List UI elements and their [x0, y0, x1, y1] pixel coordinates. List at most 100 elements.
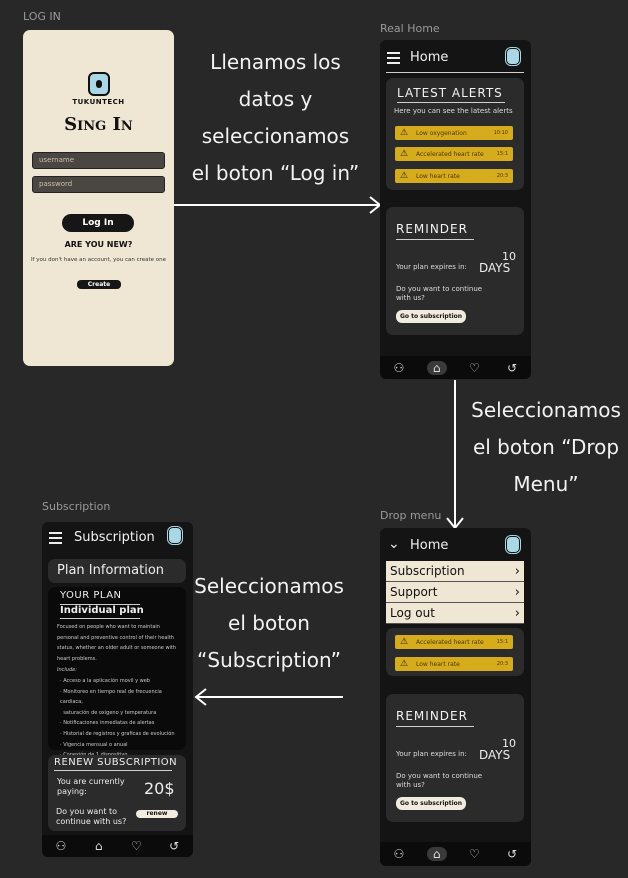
feature-item: saturación de oxigeno y temperatura	[60, 708, 186, 719]
caption-dropmenu-step: Seleccionamos el boton “Drop Menu”	[466, 392, 626, 503]
password-field[interactable]: password	[32, 176, 165, 193]
profile-heart-icon[interactable]: ⚇	[55, 839, 67, 853]
frame-label-login: LOG IN	[23, 10, 61, 23]
sign-in-title: Sing In	[64, 114, 133, 135]
menu-item-logout[interactable]: Log out ›	[386, 603, 524, 624]
menu-icon[interactable]	[49, 532, 62, 547]
alert-item[interactable]: ⚠ Accelerated heart rate 15:1	[395, 147, 513, 161]
heart-pulse-icon[interactable]: ♡	[468, 847, 480, 861]
bottom-nav: ⚇ ⌂ ♡ ↺	[380, 356, 531, 379]
alert-label: Accelerated heart rate	[416, 638, 484, 646]
reminder-card: REMINDER Your plan expires in: 10 DAYS D…	[386, 207, 524, 335]
reminder-title: REMINDER	[396, 709, 468, 723]
alert-item[interactable]: ⚠ Low heart rate 20:3	[395, 657, 513, 671]
heart-pulse-icon[interactable]: ♡	[130, 839, 142, 853]
chevron-right-icon: ›	[514, 585, 520, 600]
home-icon[interactable]: ⌂	[94, 839, 103, 853]
reminder-underline	[396, 239, 474, 240]
history-icon[interactable]: ↺	[507, 847, 518, 861]
drop-menu: Subscription › Support › Log out ›	[386, 561, 524, 624]
alert-time: 15:1	[496, 151, 508, 157]
profile-heart-icon[interactable]: ⚇	[393, 360, 405, 375]
alert-time: 20:3	[496, 173, 508, 179]
caption-login-step: Llenamos los datos y seleccionamos el bo…	[188, 44, 363, 192]
create-button[interactable]: Create	[77, 280, 121, 289]
app-logo-icon	[506, 536, 520, 553]
create-account-hint: If you don't have an account, you can cr…	[30, 257, 167, 263]
feature-list: · Acceso a la aplicación movil y web · M…	[60, 676, 186, 761]
home-icon[interactable]: ⌂	[426, 847, 447, 861]
frame-label-subscription: Subscription	[42, 500, 111, 513]
plan-card: YOUR PLAN Individual plan Focused on peo…	[48, 587, 186, 758]
continue-question: Do you want to continue with us?	[56, 807, 127, 826]
menu-label: Support	[390, 585, 438, 599]
chevron-right-icon: ›	[514, 606, 520, 621]
bottom-nav: ⚇ ⌂ ♡ ↺	[380, 842, 531, 866]
caption-line: Menu”	[513, 472, 579, 496]
days-label: DAYS	[479, 748, 511, 762]
app-logo-icon	[506, 48, 520, 65]
home-icon[interactable]: ⌂	[426, 360, 447, 375]
warning-icon: ⚠	[400, 659, 409, 669]
dropmenu-screen: ⌄ Home Subscription › Support › Log out › ⚠…	[380, 528, 531, 866]
plan-description: Focused on people who want to maintain p…	[57, 624, 177, 662]
menu-icon[interactable]	[387, 52, 400, 67]
caption-line: seleccionamos	[201, 124, 350, 148]
login-button[interactable]: Log In	[62, 214, 134, 232]
reminder-title: REMINDER	[396, 222, 468, 236]
alert-item[interactable]: ⚠ Low heart rate 20:3	[395, 169, 513, 183]
warning-icon: ⚠	[400, 637, 409, 647]
feature-text: Monitoreo en tiempo real de frecuencia c…	[60, 688, 162, 706]
alerts-card: LATEST ALERTS Here you can see the lates…	[386, 78, 524, 190]
paying-label: You are currently paying:	[57, 777, 125, 796]
brand-name: TUKUNTECH	[72, 98, 125, 106]
caption-line: Seleccionamos	[471, 398, 621, 422]
feature-item: · Acceso a la aplicación movil y web	[60, 678, 150, 684]
alerts-subtitle: Here you can see the latest alerts	[394, 107, 513, 115]
menu-label: Subscription	[390, 564, 465, 578]
renew-title: RENEW SUBSCRIPTION	[54, 757, 178, 768]
go-to-subscription-button[interactable]: Go to subscription	[396, 310, 466, 323]
renew-button[interactable]: renew	[136, 810, 178, 818]
alert-time: 20:3	[496, 661, 508, 667]
menu-item-subscription[interactable]: Subscription ›	[386, 561, 524, 582]
username-field[interactable]: username	[32, 152, 165, 169]
caption-line: el boton “Drop	[472, 435, 620, 459]
alert-item[interactable]: ⚠ Accelerated heart rate 15:1	[395, 635, 513, 649]
plan-name: Individual plan	[60, 605, 144, 616]
alert-label: Low oxygenation	[416, 129, 467, 137]
alert-label: Accelerated heart rate	[416, 150, 484, 158]
profile-heart-icon[interactable]: ⚇	[393, 847, 405, 861]
days-number: 10	[502, 737, 516, 750]
alerts-title: LATEST ALERTS	[397, 86, 503, 100]
warning-icon: ⚠	[400, 171, 409, 181]
caption-line: el boton “Log in”	[191, 161, 360, 185]
renew-card: RENEW SUBSCRIPTION You are currently pay…	[48, 755, 186, 831]
chevron-down-icon[interactable]: ⌄	[388, 536, 400, 552]
include-label: Include:	[57, 667, 77, 673]
feature-text: Acceso a la aplicación movil y web	[63, 678, 150, 684]
caption-subscription-step: Seleccionamos el boton “Subscription”	[188, 568, 350, 679]
go-to-subscription-button[interactable]: Go to subscription	[396, 797, 466, 810]
warning-icon: ⚠	[400, 149, 409, 159]
alert-label: Low heart rate	[416, 172, 460, 180]
are-you-new-heading: ARE YOU NEW?	[64, 240, 133, 249]
subscription-screen: Subscription Plan Information YOUR PLAN …	[42, 522, 193, 857]
home-screen: Home LATEST ALERTS Here you can see the …	[380, 40, 531, 379]
plan-info-header: Plan Information	[48, 559, 186, 583]
chevron-right-icon: ›	[514, 564, 520, 579]
menu-label: Log out	[390, 606, 435, 620]
history-icon[interactable]: ↺	[507, 360, 518, 375]
menu-item-support[interactable]: Support ›	[386, 582, 524, 603]
price-value: 20$	[144, 779, 175, 798]
feature-item: · Historial de registros y graficas de e…	[60, 730, 175, 737]
feature-text: Notificaciones inmediatas de alertas	[63, 720, 155, 727]
feature-item: · Vigencia mensual o anual	[60, 741, 128, 748]
heart-pulse-icon[interactable]: ♡	[468, 360, 480, 375]
alert-label: Low heart rate	[416, 660, 460, 668]
history-icon[interactable]: ↺	[169, 839, 180, 853]
arrow-head	[194, 688, 207, 706]
app-logo-icon	[168, 527, 182, 544]
expires-label: Your plan expires in:	[396, 263, 467, 271]
alert-item[interactable]: ⚠ Low oxygenation 10:10	[395, 126, 513, 140]
